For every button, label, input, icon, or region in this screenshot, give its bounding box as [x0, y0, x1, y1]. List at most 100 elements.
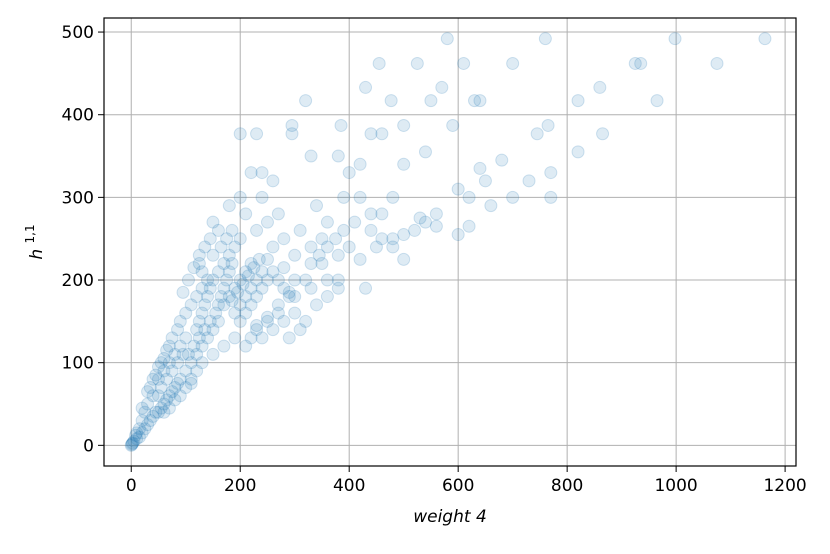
x-tick-label: 800 — [551, 476, 583, 496]
data-point — [304, 240, 318, 254]
data-point — [288, 248, 302, 262]
data-point — [203, 232, 217, 246]
data-point — [233, 232, 247, 246]
data-point — [375, 127, 389, 141]
data-point — [331, 149, 345, 163]
data-point — [211, 314, 225, 328]
data-point — [593, 80, 607, 94]
data-point — [277, 232, 291, 246]
data-point — [320, 273, 334, 287]
data-point — [312, 248, 326, 262]
data-point — [130, 432, 144, 446]
data-point — [408, 223, 422, 237]
x-axis-label: weight 4 — [413, 507, 487, 527]
data-point — [184, 376, 198, 390]
data-point — [250, 323, 264, 337]
data-point — [329, 232, 343, 246]
data-point — [495, 153, 509, 167]
data-point — [184, 372, 198, 386]
data-point — [146, 389, 160, 403]
data-point — [260, 273, 274, 287]
data-point — [220, 273, 234, 287]
data-point — [160, 372, 174, 386]
data-point — [244, 281, 258, 295]
data-point — [255, 281, 269, 295]
data-point — [271, 298, 285, 312]
data-point — [190, 323, 204, 337]
data-point — [397, 118, 411, 132]
data-point — [171, 356, 185, 370]
data-point — [192, 314, 206, 328]
data-point — [162, 339, 176, 353]
data-point — [190, 364, 204, 378]
data-point — [157, 397, 171, 411]
data-point — [241, 269, 255, 283]
data-point — [457, 56, 471, 70]
data-point — [451, 228, 465, 242]
data-point — [320, 290, 334, 304]
data-point — [244, 166, 258, 180]
data-point — [225, 256, 239, 270]
data-point — [173, 339, 187, 353]
data-point — [244, 298, 258, 312]
data-point — [233, 314, 247, 328]
data-point — [162, 389, 176, 403]
data-point — [154, 356, 168, 370]
data-point — [201, 290, 215, 304]
y-axis-ticks: 0 100 200 300 400 500 — [62, 23, 104, 456]
data-point — [282, 331, 296, 345]
data-point — [266, 265, 280, 279]
data-point — [149, 368, 163, 382]
data-point — [192, 331, 206, 345]
data-point — [250, 290, 264, 304]
data-point — [255, 265, 269, 279]
y-tick-label: 100 — [62, 354, 94, 374]
data-point — [359, 281, 373, 295]
data-point — [375, 207, 389, 221]
data-point — [151, 405, 165, 419]
x-tick-label: 0 — [126, 476, 137, 496]
data-point — [369, 240, 383, 254]
x-tick-label: 400 — [333, 476, 365, 496]
data-point — [179, 306, 193, 320]
data-point — [206, 347, 220, 361]
data-point — [198, 240, 212, 254]
data-point — [165, 385, 179, 399]
y-tick-label: 400 — [62, 106, 94, 126]
data-point — [209, 306, 223, 320]
y-axis-label-superscript: 1,1 — [23, 224, 37, 243]
data-point — [285, 127, 299, 141]
data-point — [310, 298, 324, 312]
x-tick-label: 200 — [224, 476, 256, 496]
data-point — [244, 331, 258, 345]
data-point — [372, 56, 386, 70]
data-point — [435, 80, 449, 94]
data-point — [397, 157, 411, 171]
data-point — [277, 281, 291, 295]
data-point — [334, 118, 348, 132]
data-point — [141, 397, 155, 411]
data-point — [384, 94, 398, 108]
data-point — [236, 277, 250, 291]
data-point — [375, 232, 389, 246]
data-point — [386, 232, 400, 246]
data-point — [266, 323, 280, 337]
data-point — [473, 94, 487, 108]
data-point — [331, 281, 345, 295]
x-tick-label: 1000 — [654, 476, 697, 496]
data-point — [451, 182, 465, 196]
data-point — [668, 32, 682, 46]
data-point — [201, 331, 215, 345]
data-point — [225, 223, 239, 237]
data-point — [315, 232, 329, 246]
data-point — [250, 318, 264, 332]
data-point — [260, 215, 274, 229]
data-point — [255, 190, 269, 204]
data-point — [260, 252, 274, 266]
data-point — [195, 339, 209, 353]
data-point — [506, 56, 520, 70]
data-point — [187, 261, 201, 275]
data-point — [168, 393, 182, 407]
data-point — [146, 409, 160, 423]
